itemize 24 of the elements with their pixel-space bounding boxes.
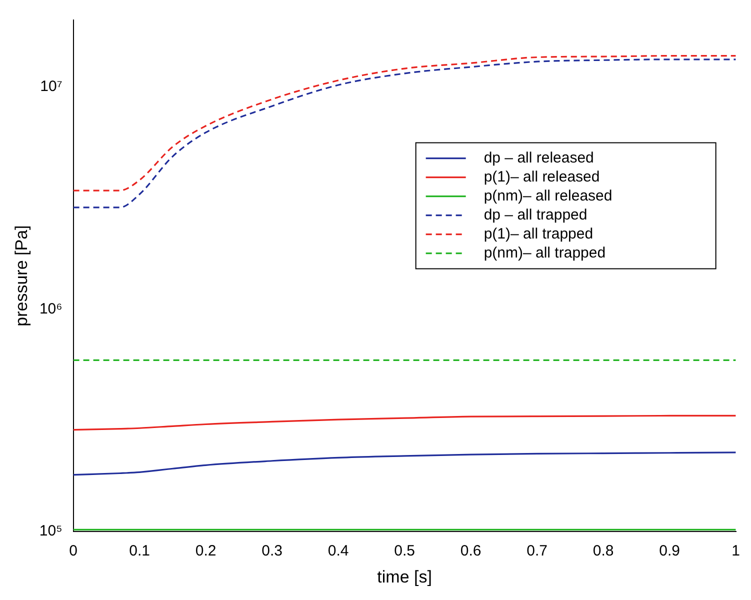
x-tick-label: 0.7 <box>526 542 548 560</box>
y-tick-label: 10⁶ <box>39 300 62 318</box>
x-axis-title: time [s] <box>377 567 432 586</box>
legend-label: dp – all trapped <box>484 206 588 224</box>
legend-label: p(1)– all released <box>484 168 600 186</box>
x-tick-label: 0 <box>69 542 78 560</box>
x-tick-label: 0.3 <box>262 542 282 560</box>
legend-label: p(nm)– all trapped <box>484 244 606 262</box>
legend-label: p(1)– all trapped <box>484 225 594 242</box>
x-tick-label: 1 <box>732 542 740 560</box>
x-tick-label: 0.2 <box>195 542 216 560</box>
line-series <box>73 452 736 476</box>
x-tick-label: 0.8 <box>592 542 614 560</box>
legend-label: dp – all released <box>484 149 594 166</box>
x-tick-label: 0.4 <box>328 542 349 560</box>
x-tick-label: 0.1 <box>129 542 150 560</box>
x-tick-label: 0.9 <box>659 542 680 560</box>
y-axis-title: pressure [Pa] <box>12 225 31 326</box>
line-series <box>73 414 736 431</box>
y-tick-label: 10⁷ <box>40 78 62 96</box>
x-tick-label: 0.6 <box>460 542 482 560</box>
legend-label: p(nm)– all released <box>484 187 612 204</box>
x-tick-label: 0.5 <box>394 542 415 560</box>
y-tick-label: 10⁵ <box>39 522 62 540</box>
